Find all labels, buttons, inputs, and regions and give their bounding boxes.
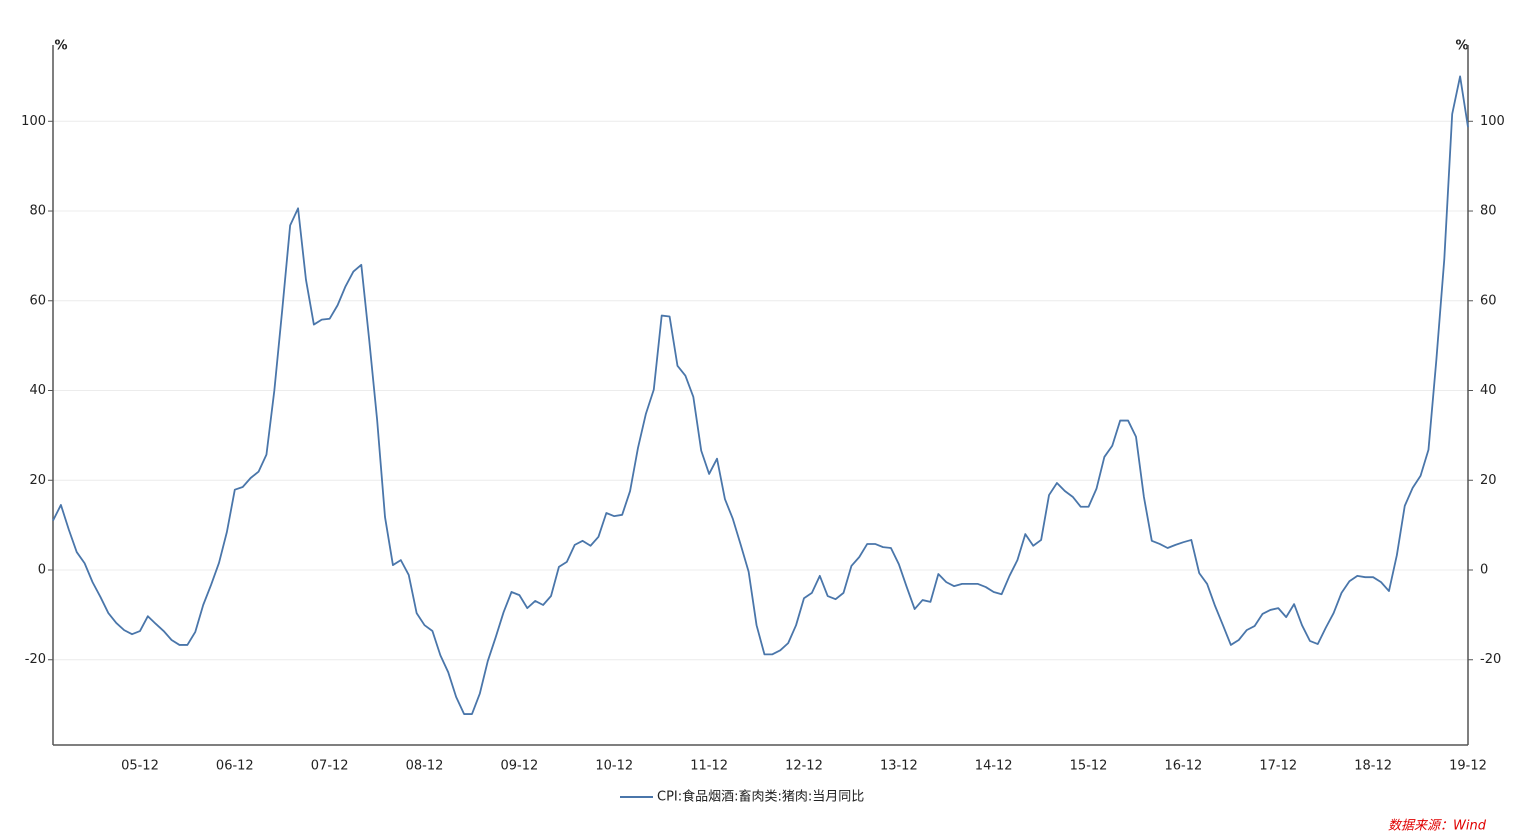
x-tick-label: 12-12: [785, 759, 823, 774]
legend-label: CPI:食品烟酒:畜肉类:猪肉:当月同比: [657, 789, 864, 805]
y2-tick-label: 20: [1480, 473, 1497, 488]
y2-axis-unit: %: [1455, 39, 1468, 54]
y-tick-label: 40: [29, 383, 46, 398]
x-tick-label: 07-12: [311, 759, 349, 774]
x-tick-label: 11-12: [690, 759, 728, 774]
x-tick-label: 13-12: [880, 759, 918, 774]
y2-tick-label: 100: [1480, 114, 1505, 129]
y2-tick-label: 60: [1480, 293, 1497, 308]
source-note: 数据来源：Wind: [1388, 819, 1487, 834]
y-tick-label: 20: [29, 473, 46, 488]
y-tick-label: 0: [38, 563, 46, 578]
x-tick-label: 05-12: [121, 759, 159, 774]
y2-tick-label: -20: [1480, 652, 1501, 667]
y-axis-unit: %: [54, 39, 67, 54]
x-tick-label: 06-12: [216, 759, 254, 774]
y2-tick-label: 40: [1480, 383, 1497, 398]
y2-tick-label: 80: [1480, 204, 1497, 219]
x-tick-label: 19-12: [1449, 759, 1487, 774]
x-tick-label: 17-12: [1259, 759, 1297, 774]
x-tick-label: 08-12: [406, 759, 444, 774]
y-tick-label: -20: [25, 652, 46, 667]
x-tick-label: 16-12: [1165, 759, 1203, 774]
x-tick-label: 09-12: [501, 759, 539, 774]
y2-tick-label: 0: [1480, 563, 1488, 578]
y-tick-label: 60: [29, 293, 46, 308]
data-line: [52, 75, 1469, 715]
y-tick-label: 100: [21, 114, 46, 129]
x-tick-label: 14-12: [975, 759, 1013, 774]
x-tick-label: 15-12: [1070, 759, 1108, 774]
x-tick-label: 18-12: [1354, 759, 1392, 774]
y-tick-label: 80: [29, 204, 46, 219]
x-tick-label: 10-12: [595, 759, 633, 774]
